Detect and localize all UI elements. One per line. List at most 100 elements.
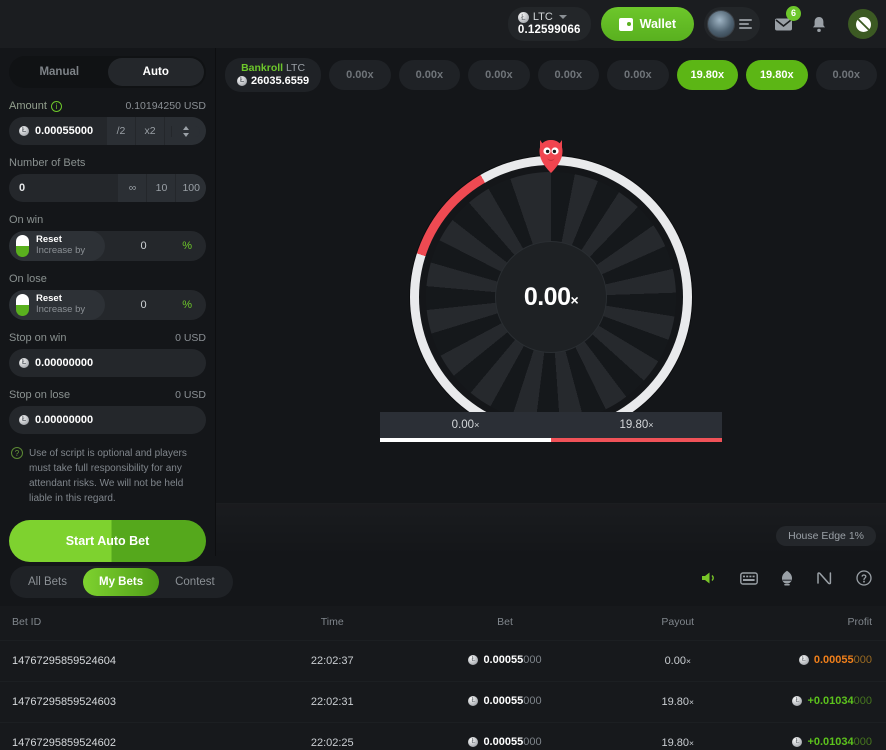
on-win-toggle-labels: Reset Increase by: [36, 234, 85, 257]
history-chip[interactable]: 0.00x: [468, 60, 530, 90]
mail-button[interactable]: 6: [770, 6, 801, 37]
tab-my-bets[interactable]: My Bets: [83, 568, 160, 596]
wheel[interactable]: 0.00×: [410, 140, 692, 438]
stop-on-lose-input[interactable]: 0.00000000: [35, 414, 94, 426]
double-amount-button[interactable]: x2: [135, 117, 164, 145]
cell-bet-id[interactable]: 14767295859524603: [0, 681, 249, 723]
hamburger-menu-icon[interactable]: [739, 19, 752, 29]
keyboard-icon: [740, 571, 758, 585]
bankroll-currency: LTC: [286, 62, 306, 75]
on-lose-input[interactable]: 0: [140, 299, 147, 311]
number-of-bets-field[interactable]: 0 ∞ 10 100: [9, 174, 206, 202]
history-chip[interactable]: 0.00x: [537, 60, 600, 90]
halve-amount-button[interactable]: /2: [106, 117, 135, 145]
stop-on-win-input[interactable]: 0.00000000: [35, 357, 94, 369]
on-win-field[interactable]: Reset Increase by 0 %: [9, 231, 206, 261]
stop-on-win-value-wrap: 0.00000000: [9, 357, 206, 369]
tab-all-bets[interactable]: All Bets: [28, 576, 67, 588]
cell-time: 22:02:25: [248, 722, 417, 750]
toggle-switch-icon[interactable]: [16, 235, 29, 257]
tab-contest[interactable]: Contest: [175, 576, 215, 588]
on-win-mode-toggle[interactable]: Reset Increase by: [9, 231, 105, 261]
tab-auto[interactable]: Auto: [107, 58, 204, 86]
cell-bet-id[interactable]: 14767295859524602: [0, 722, 249, 750]
table-row[interactable]: 14767295859524603 22:02:31 0.00055000 19…: [0, 681, 886, 723]
trophy-button[interactable]: [780, 570, 794, 586]
volume-button[interactable]: [701, 571, 718, 585]
bets-table-body: 14767295859524604 22:02:37 0.00055000 0.…: [0, 640, 886, 750]
game-topbar: Bankroll LTC 26035.6559 0.00x 0.00x 0.00…: [216, 48, 886, 92]
start-auto-bet-button[interactable]: Start Auto Bet: [9, 520, 206, 562]
bets-infinite-button[interactable]: ∞: [117, 174, 147, 202]
wallet-button[interactable]: Wallet: [600, 7, 694, 41]
stop-on-win-field[interactable]: 0.00000000: [9, 349, 206, 377]
number-of-bets-presets: ∞ 10 100: [117, 174, 206, 202]
stop-on-lose-field[interactable]: 0.00000000: [9, 406, 206, 434]
help-icon: [856, 570, 872, 586]
amount-buttons: /2 x2: [106, 117, 206, 145]
bets-100-button[interactable]: 100: [175, 174, 206, 202]
history-chip[interactable]: 0.00x: [815, 60, 877, 90]
top-header: LTC 0.12599066 Wallet 6: [0, 0, 886, 48]
table-header-row: Bet ID Time Bet Payout Profit: [0, 606, 886, 641]
cell-payout: 19.80×: [593, 681, 762, 723]
result-tab-previous[interactable]: 19.80 ×: [551, 412, 722, 442]
number-of-bets-input[interactable]: 0: [19, 182, 26, 194]
table-row[interactable]: 14767295859524602 22:02:25 0.00055000 19…: [0, 722, 886, 750]
on-lose-increase-label: Increase by: [36, 304, 86, 315]
stop-on-lose-fiat: 0 USD: [175, 389, 206, 401]
table-row[interactable]: 14767295859524604 22:02:37 0.00055000 0.…: [0, 640, 886, 682]
amount-input[interactable]: 0.00055000: [35, 125, 94, 137]
profit-amount: 0.00055000: [798, 654, 872, 666]
info-icon[interactable]: i: [50, 101, 62, 112]
history-chip[interactable]: 0.00x: [398, 60, 461, 90]
history-chip[interactable]: 0.00x: [607, 60, 669, 90]
balance-chip[interactable]: LTC 0.12599066: [507, 7, 591, 41]
amount-label: Amount: [9, 100, 47, 112]
col-bet-id: Bet ID: [0, 606, 249, 641]
stop-on-lose-label: Stop on lose: [9, 389, 71, 401]
bets-10-button[interactable]: 10: [146, 174, 176, 202]
help-button[interactable]: [856, 570, 872, 586]
profile-group[interactable]: [704, 7, 760, 41]
amount-stepper[interactable]: [164, 117, 206, 145]
litecoin-coin-icon: [19, 126, 29, 136]
bet-amount-bold: 0.00055: [483, 654, 524, 666]
bankroll-amount: 26035.6559: [251, 74, 310, 87]
result-tab-current[interactable]: 0.00 ×: [380, 412, 551, 442]
balance-column: LTC 0.12599066: [517, 11, 581, 37]
cell-bet: 0.00055000: [416, 722, 594, 750]
keyboard-button[interactable]: [740, 571, 758, 585]
on-win-label-row: On win: [9, 214, 206, 226]
stop-on-win-fiat: 0 USD: [175, 332, 206, 344]
history-chip[interactable]: 19.80x: [746, 60, 808, 90]
wheel-container: 0.00×: [216, 140, 886, 438]
profit-bold: +0.01034: [807, 736, 854, 748]
profit-dim: 000: [853, 736, 872, 748]
amount-field[interactable]: 0.00055000 /2 x2: [9, 117, 206, 145]
cell-bet-id[interactable]: 14767295859524604: [0, 640, 249, 682]
litecoin-coin-icon: [468, 655, 479, 665]
fairness-button[interactable]: [816, 571, 834, 585]
stop-on-lose-label-row: Stop on lose 0 USD: [9, 389, 206, 401]
chevron-down-icon[interactable]: [558, 15, 567, 20]
bell-icon: [813, 16, 825, 32]
on-lose-mode-toggle[interactable]: Reset Increase by: [9, 290, 105, 320]
toggle-switch-icon[interactable]: [16, 294, 29, 316]
litecoin-coin-icon: [792, 737, 803, 747]
history-chip[interactable]: 0.00x: [329, 60, 391, 90]
bets-section: All Bets My Bets Contest Bet ID Time Bet…: [0, 556, 886, 750]
notifications-button[interactable]: [806, 11, 832, 37]
chat-toggle-button[interactable]: [848, 9, 878, 39]
tab-manual[interactable]: Manual: [39, 66, 80, 78]
on-win-input[interactable]: 0: [140, 240, 147, 252]
bets-table: Bet ID Time Bet Payout Profit 1476729585…: [0, 606, 886, 750]
help-icon: ?: [11, 447, 23, 459]
history-chip[interactable]: 19.80x: [676, 60, 739, 90]
on-lose-field[interactable]: Reset Increase by 0 %: [9, 290, 206, 320]
wheel-multiplier-display: 0.00×: [524, 283, 579, 312]
col-profit: Profit: [761, 606, 886, 641]
avatar[interactable]: [707, 10, 735, 38]
